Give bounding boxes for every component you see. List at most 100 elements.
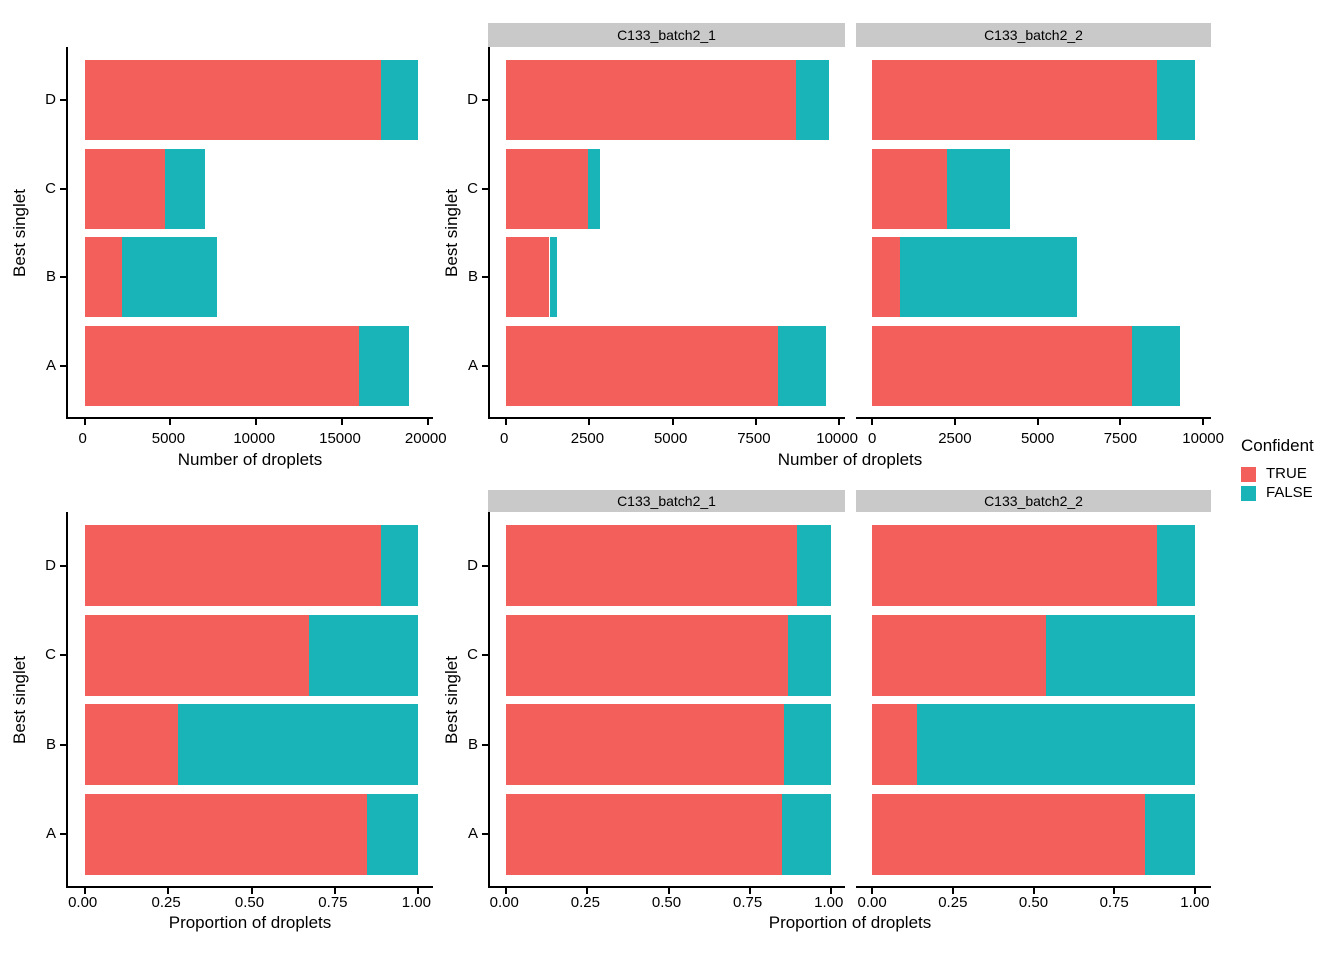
bar-d [68, 60, 435, 140]
bar-segment-false-a [777, 326, 826, 406]
bar-segment-true-a [872, 794, 1145, 875]
y-tick-label-a: A [467, 356, 478, 374]
x-tick [953, 419, 956, 425]
facet-strip-batch2-bottom: C133_batch2_2 [856, 490, 1211, 512]
legend-item-false: FALSE [1241, 485, 1314, 501]
bar-segment-true-c [872, 614, 1046, 696]
x-tick-label: 2500 [938, 430, 972, 447]
bar-segment-false-b [549, 237, 557, 318]
y-tick-a [60, 364, 66, 367]
bar-segment-true-d [872, 60, 1157, 140]
x-tick-label: 2500 [570, 430, 605, 447]
facet-strip-batch1-bottom: C133_batch2_1 [488, 490, 845, 512]
legend-swatch-false-icon [1241, 485, 1256, 501]
bar-b [856, 704, 1211, 786]
panel-count-batch1 [482, 47, 847, 425]
bar-segment-true-a [506, 326, 778, 406]
x-tick [1113, 888, 1116, 894]
bar-segment-false-d [381, 525, 419, 606]
x-tick-label: 0.25 [938, 894, 968, 911]
panel-count-batch2 [856, 47, 1211, 425]
bar-segment-false-a [367, 794, 419, 875]
x-tick [838, 419, 841, 425]
y-tick-c [60, 187, 66, 190]
x-tick [1036, 419, 1039, 425]
x-tick-label: 10000 [816, 430, 858, 447]
y-tick-d [60, 564, 66, 567]
x-tick-label: 0.50 [651, 894, 682, 911]
bar-segment-true-d [84, 525, 382, 606]
bar-segment-true-c [506, 148, 588, 229]
y-tick-c [482, 654, 488, 657]
bar-a [68, 326, 435, 406]
bar-d [856, 60, 1211, 140]
y-tick-b [482, 743, 488, 746]
y-tick-d [482, 99, 488, 102]
x-tick-label: 0.50 [1018, 894, 1049, 911]
x-tick-label: 0.75 [733, 894, 763, 911]
y-tick-label-d: D [45, 556, 56, 574]
y-axis-title-count-facets: Best singlet [442, 189, 461, 277]
x-tick-label: 0 [500, 430, 509, 447]
y-tick-label-b: B [467, 268, 478, 286]
x-tick [505, 419, 508, 425]
x-tick-label: 0 [78, 430, 87, 447]
bar-segment-true-c [84, 614, 309, 696]
panel-proportion-combined [60, 512, 435, 894]
y-tick-c [482, 187, 488, 190]
x-tick [829, 888, 832, 894]
x-tick-label: 0.75 [1099, 894, 1129, 911]
x-tick [255, 419, 258, 425]
bar-segment-false-d [381, 60, 419, 140]
x-tick [871, 419, 874, 425]
x-tick-label: 15000 [319, 430, 361, 447]
x-tick [505, 888, 508, 894]
x-tick [671, 419, 674, 425]
bar-d [490, 60, 847, 140]
panel-proportion-batch2 [856, 512, 1211, 894]
y-tick-c [60, 654, 66, 657]
x-tick [951, 888, 954, 894]
x-tick [83, 419, 86, 425]
panel-proportion-batch1 [482, 512, 845, 894]
x-axis-title-proportion-facets: Proportion of droplets [768, 913, 932, 932]
bar-segment-true-b [84, 704, 178, 786]
bar-c [856, 614, 1211, 696]
y-tick-label-b: B [45, 735, 56, 753]
x-tick-label: 1.00 [401, 894, 431, 911]
bar-segment-true-d [84, 60, 382, 140]
bar-segment-false-c [165, 148, 205, 229]
x-tick-label: 0 [867, 430, 877, 447]
facet-strip-batch1-top: C133_batch2_1 [488, 23, 845, 47]
x-tick [588, 419, 591, 425]
x-tick-label: 5000 [1020, 430, 1055, 447]
y-tick-label-c: C [45, 179, 56, 197]
bar-a [490, 326, 847, 406]
x-tick-label: 5000 [151, 430, 186, 447]
bar-segment-true-d [506, 60, 796, 140]
bar-c [68, 614, 435, 696]
y-tick-d [482, 564, 488, 567]
bar-segment-false-b [916, 704, 1195, 786]
facet-strip-batch2-top: C133_batch2_2 [856, 23, 1211, 47]
x-tick-label: 0.75 [318, 894, 348, 911]
x-tick [83, 888, 86, 894]
y-tick-label-c: C [467, 179, 478, 197]
x-tick-label: 0.00 [489, 894, 519, 911]
y-axis-title-count-combined: Best singlet [10, 189, 29, 277]
bar-segment-true-a [84, 794, 368, 875]
y-tick-a [482, 364, 488, 367]
bar-segment-false-a [781, 794, 831, 875]
bar-b [68, 237, 435, 318]
x-tick-label: 0.50 [234, 894, 265, 911]
legend-title: Confident [1241, 436, 1314, 455]
bar-segment-false-c [308, 614, 419, 696]
bar-segment-true-c [506, 614, 789, 696]
y-tick-d [60, 99, 66, 102]
bar-b [856, 237, 1211, 318]
x-tick-label: 10000 [233, 430, 276, 447]
x-axis-title-proportion-combined: Proportion of droplets [168, 913, 332, 932]
y-tick-label-a: A [467, 825, 478, 843]
y-tick-label-a: A [45, 825, 56, 843]
